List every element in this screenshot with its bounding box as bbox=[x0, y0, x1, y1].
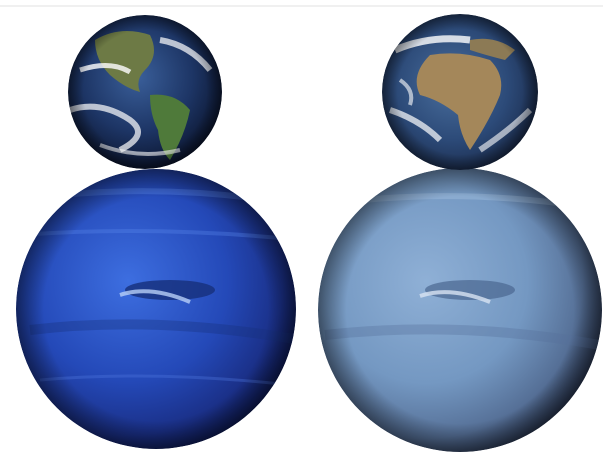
neptune-deep-blue bbox=[16, 169, 296, 449]
earth-africa bbox=[382, 14, 538, 170]
earth-americas bbox=[68, 15, 222, 169]
neptune-pale-blue bbox=[318, 168, 602, 452]
